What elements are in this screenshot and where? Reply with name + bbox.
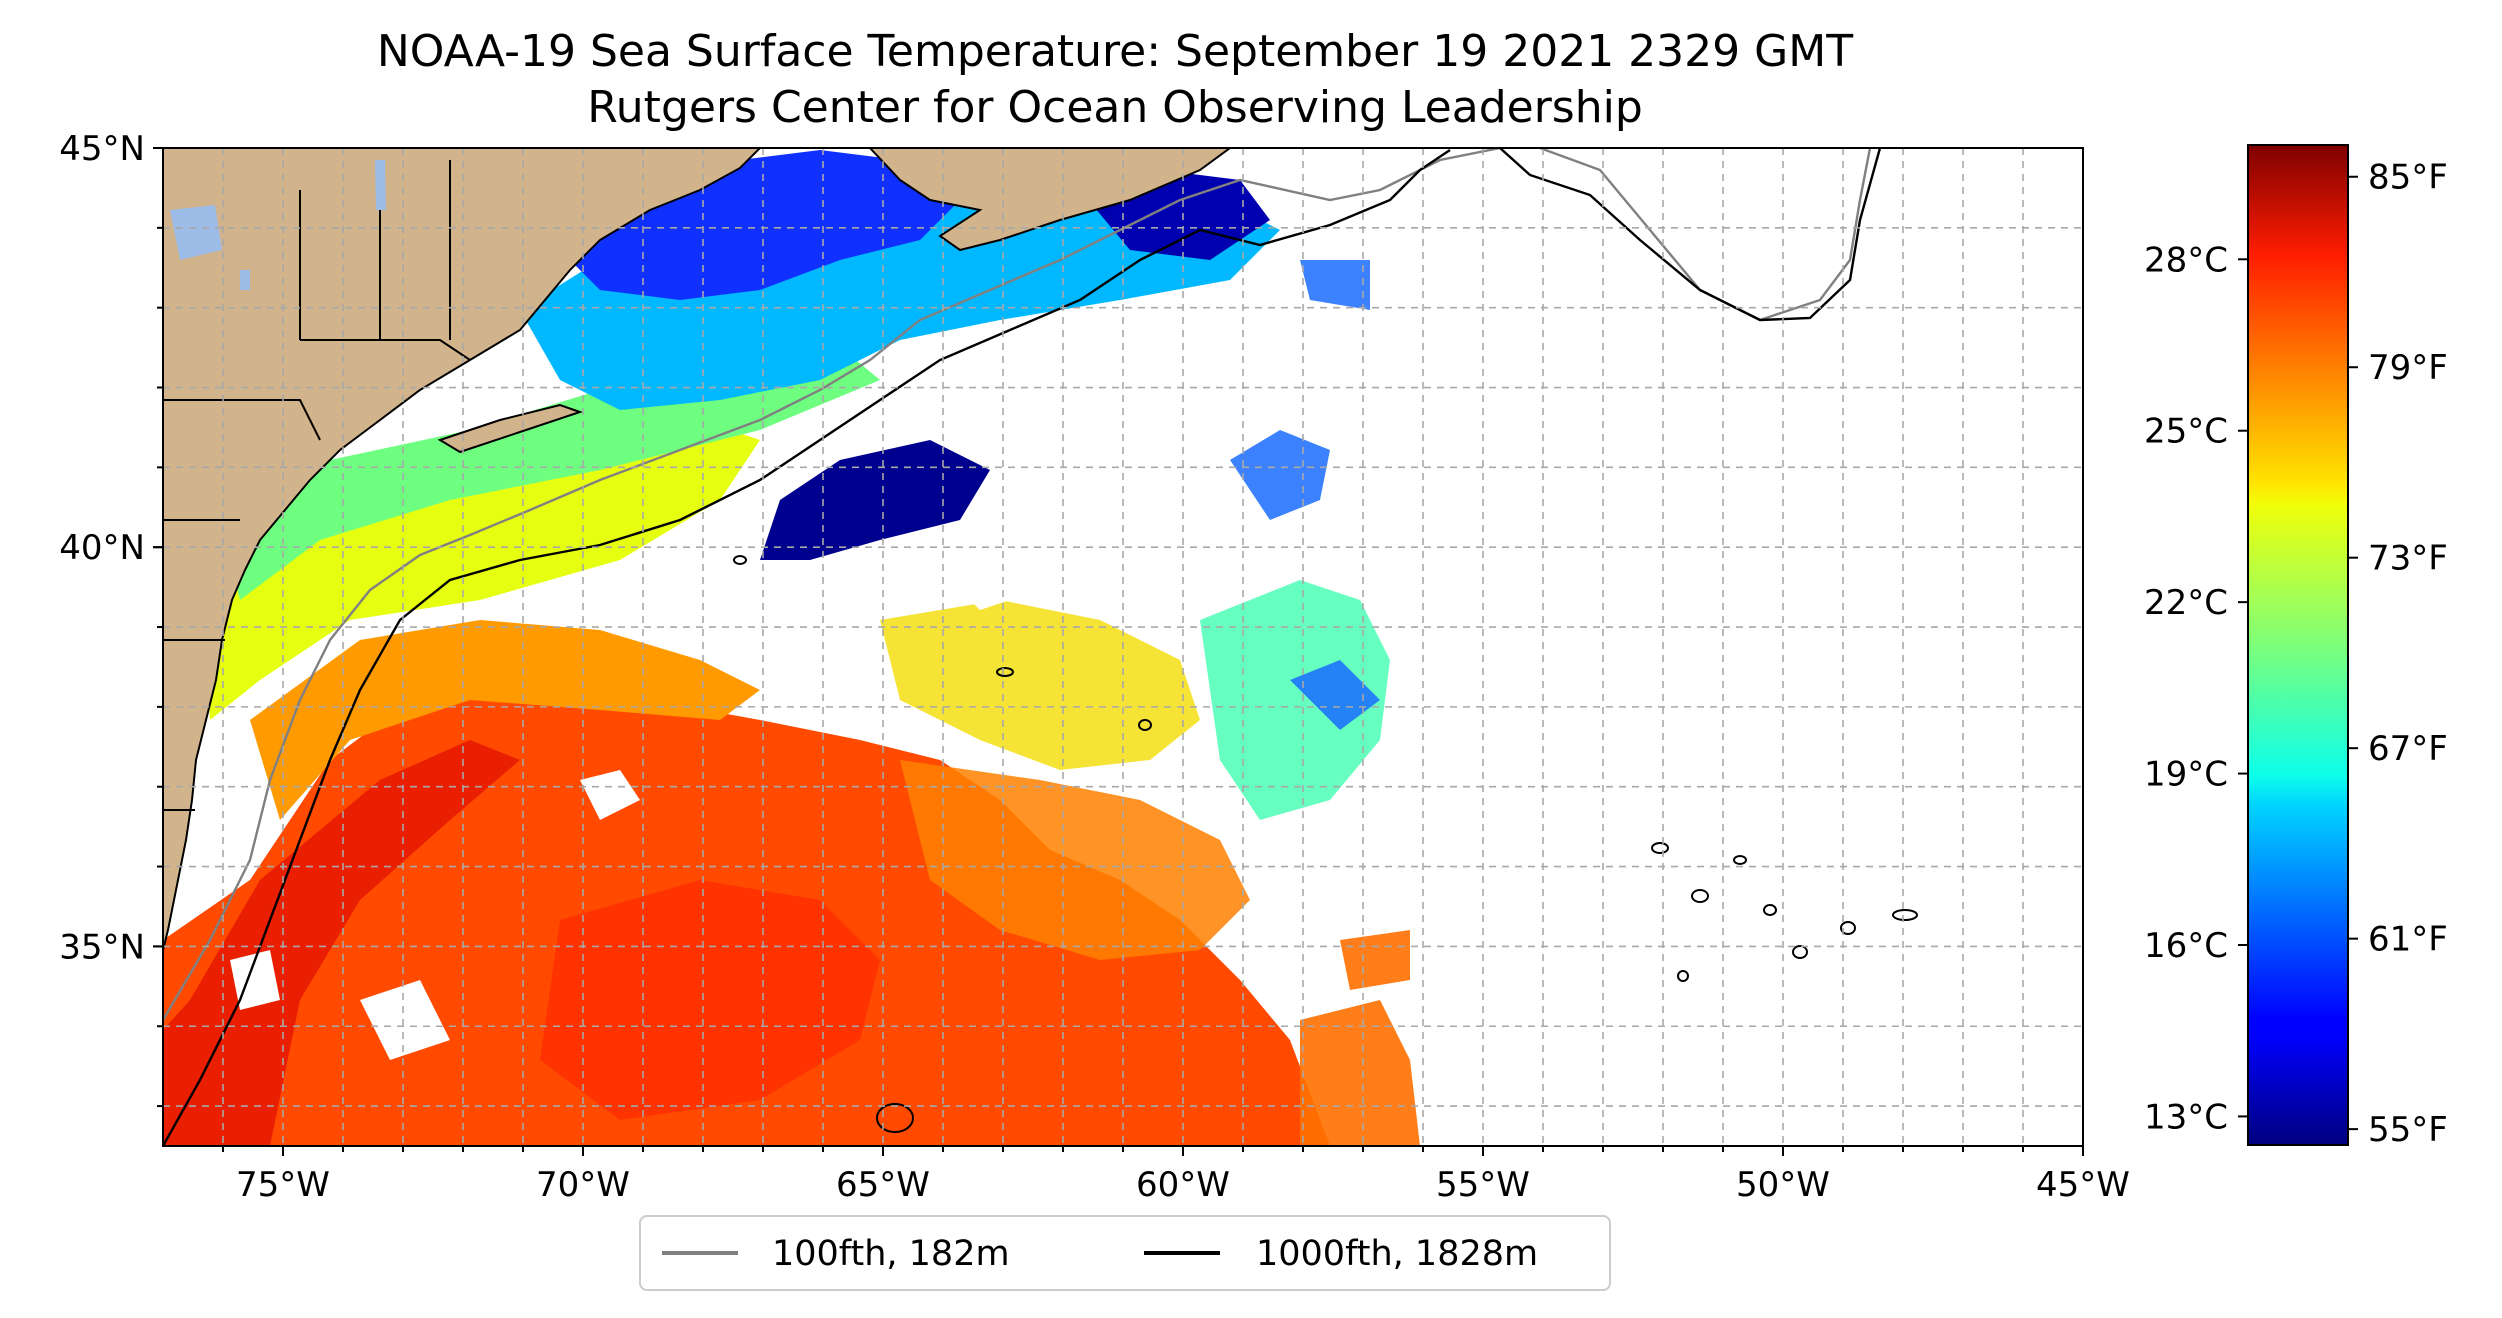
sst-deep-red-core	[163, 740, 520, 1146]
colorbar-fahrenheit-label: 55°F	[2368, 1110, 2448, 1150]
sst-navy-eddy	[760, 440, 990, 560]
cloud-gap-4	[230, 950, 450, 1060]
no-data-north	[1230, 148, 2083, 260]
x-tick-label: 50°W	[1736, 1165, 1830, 1205]
y-axis: 45°N 40°N 35°N	[59, 129, 163, 1108]
colorbar-celsius-label: 25°C	[2144, 412, 2228, 452]
cloud-gap-2	[580, 770, 640, 820]
colorbar-fahrenheit-label: 85°F	[2368, 158, 2448, 198]
colorbar: 13°C 16°C 19°C 22°C 25°C 28°C 55°F 61°F 67°F 73°…	[2144, 144, 2448, 1150]
contour-1000fth	[163, 148, 1882, 1146]
sst-offshore-blue-scatter	[1230, 260, 1380, 730]
x-axis: 75°W 70°W 65°W 60°W 55°W 50°W 45°W	[222, 1146, 2130, 1205]
colorbar-celsius-label: 16°C	[2144, 926, 2228, 966]
map-panel: 75°W 70°W 65°W 60°W 55°W 50°W 45°W 45°N 40°N 35°…	[59, 129, 2130, 1205]
cloud-gap-3	[930, 540, 1040, 610]
state-borders	[163, 160, 471, 811]
x-tick-label: 60°W	[1136, 1165, 1230, 1205]
colorbar-fahrenheit-axis: 55°F 61°F 67°F 73°F 79°F 85°F	[2348, 158, 2448, 1150]
y-tick-label: 40°N	[59, 528, 145, 568]
legend-label-100fth: 100fth, 182m	[772, 1234, 1010, 1274]
colorbar-frame	[2247, 144, 2349, 1146]
sst-offshore-green	[1200, 580, 1390, 820]
x-tick-label: 55°W	[1436, 1165, 1530, 1205]
y-tick-label: 45°N	[59, 129, 145, 169]
title-line-2: Rutgers Center for Ocean Observing Leade…	[587, 82, 1643, 133]
x-tick-label: 45°W	[2036, 1165, 2130, 1205]
sst-field	[163, 148, 2083, 1146]
x-tick-label: 65°W	[836, 1165, 930, 1205]
long-island	[437, 403, 584, 454]
sst-east-strip	[1300, 930, 1420, 1146]
colorbar-fahrenheit-label: 67°F	[2368, 729, 2448, 769]
colorbar-fahrenheit-label: 79°F	[2368, 348, 2448, 388]
colorbar-gradient	[2248, 145, 2348, 1145]
sst-red-patches	[540, 880, 880, 1120]
sst-offshore-yellow	[880, 600, 1200, 770]
colorbar-fahrenheit-label: 61°F	[2368, 920, 2448, 960]
seamount-outlines	[733, 555, 1918, 1133]
legend-box	[639, 1215, 1611, 1291]
no-data-east	[1390, 250, 2083, 1146]
sst-offshore-orange	[900, 760, 1250, 960]
sst-blue-gulf	[560, 150, 960, 300]
colorbar-celsius-axis: 13°C 16°C 19°C 22°C 25°C 28°C	[2144, 240, 2248, 1137]
map-gridlines	[163, 148, 2083, 1146]
cloud-gap-1	[780, 600, 880, 680]
title-line-1: NOAA-19 Sea Surface Temperature: Septemb…	[377, 26, 1853, 77]
nova-scotia	[868, 148, 1232, 252]
sst-orange-band	[250, 620, 760, 820]
x-tick-label: 70°W	[536, 1165, 630, 1205]
x-tick-label: 75°W	[236, 1165, 330, 1205]
colorbar-fahrenheit-label: 73°F	[2368, 539, 2448, 579]
y-tick-label: 35°N	[59, 927, 145, 967]
colorbar-celsius-label: 28°C	[2144, 240, 2228, 280]
colorbar-celsius-label: 22°C	[2144, 583, 2228, 623]
colorbar-celsius-label: 19°C	[2144, 755, 2228, 795]
contour-legend: 100fth, 182m 1000fth, 1828m	[639, 1215, 1611, 1291]
land-mass	[163, 148, 762, 951]
legend-label-1000fth: 1000fth, 1828m	[1256, 1234, 1538, 1274]
colorbar-celsius-label: 13°C	[2144, 1097, 2228, 1137]
lakes	[170, 160, 386, 290]
